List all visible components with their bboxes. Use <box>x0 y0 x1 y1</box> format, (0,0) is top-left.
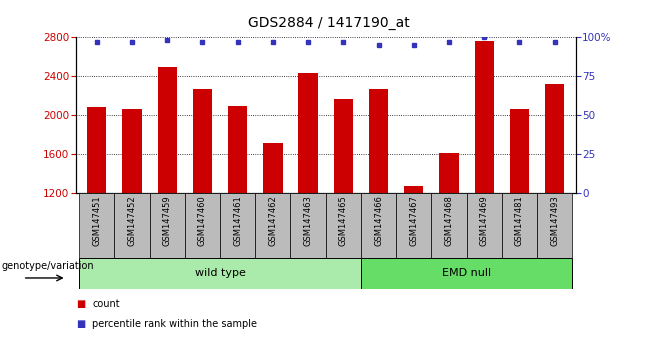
Bar <box>369 89 388 193</box>
Text: GSM147451: GSM147451 <box>92 195 101 246</box>
Bar <box>290 193 326 258</box>
Text: GSM147467: GSM147467 <box>409 195 418 246</box>
Text: genotype/variation: genotype/variation <box>1 261 94 271</box>
Text: GSM147469: GSM147469 <box>480 195 489 246</box>
Text: GSM147459: GSM147459 <box>163 195 172 246</box>
Bar <box>537 193 572 258</box>
Bar <box>79 258 361 289</box>
Bar <box>193 89 212 193</box>
Bar <box>299 73 318 193</box>
Bar <box>185 193 220 258</box>
Text: ■: ■ <box>76 299 85 309</box>
Text: GSM147463: GSM147463 <box>303 195 313 246</box>
Text: GSM147461: GSM147461 <box>233 195 242 246</box>
Bar <box>361 193 396 258</box>
Text: GSM147460: GSM147460 <box>198 195 207 246</box>
Bar <box>255 193 290 258</box>
Text: GSM147466: GSM147466 <box>374 195 383 246</box>
Bar <box>545 84 565 193</box>
Bar <box>149 193 185 258</box>
Bar <box>122 109 141 193</box>
Bar <box>114 193 149 258</box>
Bar <box>334 99 353 193</box>
Bar <box>79 193 114 258</box>
Text: GSM147493: GSM147493 <box>550 195 559 246</box>
Bar <box>474 41 494 193</box>
Text: GSM147481: GSM147481 <box>515 195 524 246</box>
Bar <box>440 153 459 193</box>
Text: GDS2884 / 1417190_at: GDS2884 / 1417190_at <box>248 16 410 30</box>
Bar <box>228 106 247 193</box>
Text: EMD null: EMD null <box>442 268 491 279</box>
Text: GSM147465: GSM147465 <box>339 195 348 246</box>
Bar <box>326 193 361 258</box>
Text: GSM147462: GSM147462 <box>268 195 278 246</box>
Bar <box>157 67 177 193</box>
Text: percentile rank within the sample: percentile rank within the sample <box>92 319 257 329</box>
Bar <box>467 193 502 258</box>
Text: ■: ■ <box>76 319 85 329</box>
Text: GSM147452: GSM147452 <box>128 195 136 246</box>
Text: GSM147468: GSM147468 <box>444 195 453 246</box>
Bar <box>220 193 255 258</box>
Bar <box>404 186 424 193</box>
Bar <box>361 258 572 289</box>
Bar <box>432 193 467 258</box>
Bar <box>396 193 432 258</box>
Text: count: count <box>92 299 120 309</box>
Bar <box>87 107 107 193</box>
Bar <box>510 109 529 193</box>
Bar <box>502 193 537 258</box>
Bar <box>263 143 282 193</box>
Text: wild type: wild type <box>195 268 245 279</box>
